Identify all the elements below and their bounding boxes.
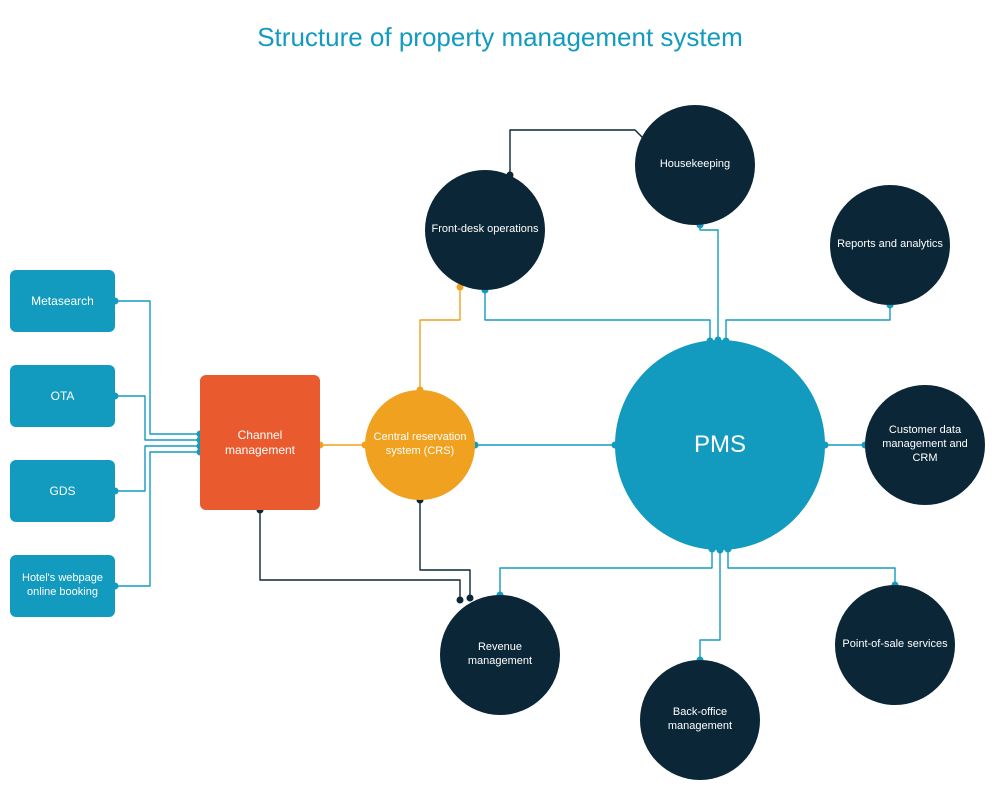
- node-hotel-web: Hotel's webpage online booking: [10, 555, 115, 617]
- edge-pms-hk: [700, 225, 718, 340]
- edge-pms-back: [700, 550, 720, 660]
- node-gds: GDS: [10, 460, 115, 522]
- node-pos: Point-of-sale services: [835, 585, 955, 705]
- edge-web-ch: [115, 452, 200, 586]
- edge-pms-pos: [728, 549, 895, 585]
- node-customer: Customer data management and CRM: [865, 385, 985, 505]
- node-back-office: Back-office management: [640, 660, 760, 780]
- edge-dot: [457, 597, 464, 604]
- edge-pms-front: [485, 290, 710, 341]
- edge-pms-rep: [726, 305, 890, 341]
- node-ota: OTA: [10, 365, 115, 427]
- edge-front-hk: [510, 130, 655, 175]
- node-pms: PMS: [615, 340, 825, 550]
- node-reports: Reports and analytics: [830, 185, 950, 305]
- node-housekeeping: Housekeeping: [635, 105, 755, 225]
- edge-pms-rev: [500, 549, 712, 595]
- node-channel-management: Channel management: [200, 375, 320, 510]
- node-revenue: Revenue management: [440, 595, 560, 715]
- edge-crs-front: [420, 287, 460, 390]
- edge-gds-ch: [115, 446, 200, 491]
- node-crs: Central reservation system (CRS): [365, 390, 475, 500]
- node-metasearch: Metasearch: [10, 270, 115, 332]
- diagram-title: Structure of property management system: [0, 22, 1000, 53]
- node-front-desk: Front-desk operations: [425, 170, 545, 290]
- edge-ota-ch: [115, 396, 200, 440]
- edge-ch-rev: [260, 510, 460, 600]
- edge-crs-rev: [420, 500, 470, 598]
- edge-meta-ch: [115, 301, 200, 434]
